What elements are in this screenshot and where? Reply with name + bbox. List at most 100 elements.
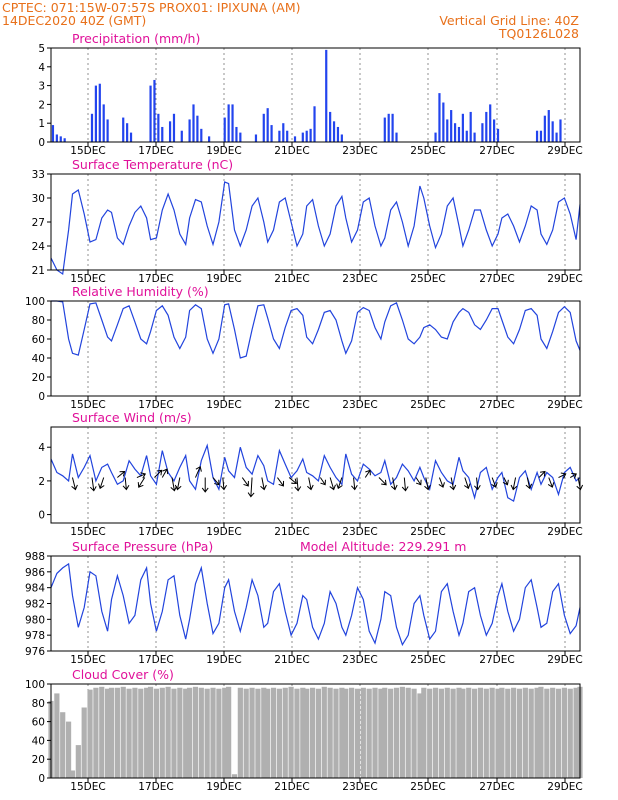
- cloud-bar: [393, 687, 400, 778]
- precip-bar: [496, 128, 500, 142]
- y-tick-label: 4: [38, 442, 45, 454]
- precip-bar: [106, 119, 109, 142]
- x-tick-label: 23DEC: [342, 526, 377, 538]
- y-tick-label: 980: [25, 614, 45, 626]
- wind-arrow: [525, 477, 533, 490]
- y-tick-label: 5: [38, 43, 45, 55]
- precip-bar: [395, 132, 398, 142]
- cloud-bar: [192, 686, 199, 778]
- cloud-bar: [360, 687, 366, 778]
- cloud-bar: [567, 688, 573, 778]
- precip-bar: [485, 111, 488, 142]
- header-station: CPTEC: 071:15W-07:57S PROX01: IPIXUNA (A…: [2, 0, 301, 15]
- panel-frame: [50, 683, 581, 779]
- cloud-bar: [54, 693, 60, 778]
- cloud-bar: [534, 687, 540, 778]
- cloud-bar: [138, 688, 144, 778]
- panel-temp: Surface Temperature (nC) 21 24 27 30 33 15DEC 1…: [32, 157, 583, 285]
- cloud-bar: [489, 687, 495, 778]
- cloud-bar: [75, 745, 81, 778]
- cloud-bar: [421, 687, 427, 778]
- cloud-bar: [276, 688, 282, 778]
- x-tick-label: 29DEC: [547, 526, 582, 538]
- wind-arrow: [154, 469, 163, 478]
- precip-bar: [434, 132, 437, 142]
- precip-bar: [98, 83, 101, 142]
- precip-bar: [129, 132, 133, 142]
- precip-bar: [282, 123, 285, 142]
- x-tick-label: 23DEC: [342, 399, 377, 411]
- y-tick-label: 40: [32, 353, 45, 365]
- precip-bar: [102, 104, 105, 142]
- precip-bar: [340, 134, 343, 142]
- cloud-bar: [511, 687, 517, 778]
- y-tick-label: 984: [25, 583, 45, 595]
- wind-arrow: [71, 477, 78, 491]
- wind-arrow: [122, 477, 130, 491]
- precip-bar: [336, 126, 340, 142]
- cloud-bar: [294, 688, 300, 778]
- cloud-bar: [333, 688, 339, 778]
- cloud-bar: [528, 688, 534, 778]
- panel-cloud: Cloud Cover (%) 0 20 40 60 80 100 15DEC 17DEC 19D…: [25, 667, 583, 793]
- precip-bar: [555, 132, 558, 142]
- wind-arrow: [449, 477, 457, 491]
- x-tick-label: 21DEC: [274, 273, 309, 285]
- precip-bar: [450, 110, 453, 142]
- wind-arrow: [510, 477, 518, 491]
- precip-bar: [122, 117, 125, 142]
- cloud-bar: [210, 687, 216, 778]
- series-line-rh: [51, 300, 581, 359]
- panel-title: Cloud Cover (%): [72, 667, 174, 682]
- cloud-bar: [153, 688, 160, 778]
- precip-bar: [94, 85, 97, 142]
- y-tick-label: 1: [38, 118, 45, 130]
- precip-bar: [278, 130, 281, 142]
- cloud-bar: [81, 707, 87, 778]
- cloud-bar: [505, 688, 511, 778]
- wind-arrow: [98, 477, 105, 490]
- x-tick-label: 19DEC: [206, 654, 241, 666]
- cloud-bar: [321, 686, 327, 778]
- precip-bar: [535, 130, 539, 142]
- precip-bar: [262, 113, 265, 142]
- precip-bar: [489, 104, 492, 142]
- header-date: 14DEC2020 40Z (GMT): [2, 13, 146, 28]
- x-tick-label: 17DEC: [138, 273, 173, 285]
- y-tick-label: 80: [32, 698, 45, 710]
- wind-arrow: [401, 477, 409, 492]
- precip-bar: [157, 113, 160, 142]
- x-tick-label: 19DEC: [206, 781, 241, 793]
- wind-arrow: [277, 477, 285, 487]
- wind-arrow: [260, 477, 267, 491]
- x-tick-label: 23DEC: [342, 654, 377, 666]
- precip-bar: [149, 85, 152, 142]
- header-model: TQ0126L028: [498, 26, 579, 41]
- x-tick-label: 27DEC: [479, 654, 514, 666]
- cloud-bar: [300, 687, 306, 778]
- header-grid-line: Vertical Grid Line: 40Z: [439, 13, 579, 28]
- wind-arrow: [491, 477, 498, 488]
- cloud-bar: [382, 687, 388, 778]
- precip-bar: [387, 113, 390, 142]
- precip-bar: [453, 123, 457, 142]
- panel-title: Precipitation (mm/h): [72, 31, 200, 46]
- wind-arrow: [194, 465, 202, 478]
- cloud-bar: [354, 688, 361, 778]
- panel-title: Surface Pressure (hPa): [72, 539, 213, 554]
- y-tick-label: 0: [38, 391, 45, 403]
- x-tick-label: 25DEC: [410, 781, 445, 793]
- precip-bar: [266, 108, 269, 142]
- x-tick-label: 15DEC: [70, 781, 105, 793]
- precip-bar: [539, 130, 543, 142]
- y-tick-label: 30: [32, 193, 45, 205]
- precip-bar: [293, 136, 297, 142]
- x-tick-label: 25DEC: [410, 273, 445, 285]
- panel-frame: [50, 300, 581, 397]
- precip-bar: [391, 113, 394, 142]
- precip-bar: [239, 132, 242, 142]
- x-tick-label: 27DEC: [479, 781, 514, 793]
- wind-arrow: [212, 477, 220, 486]
- cloud-bar: [171, 688, 177, 778]
